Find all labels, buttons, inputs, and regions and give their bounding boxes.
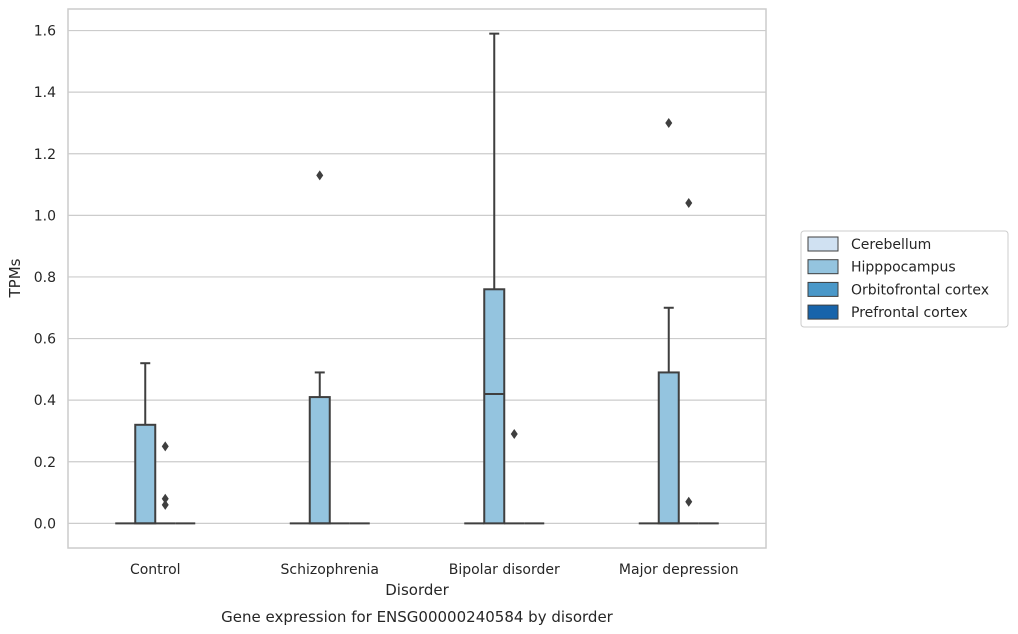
outlier-point (685, 496, 693, 507)
x-tick-label: Schizophrenia (281, 562, 379, 578)
outlier-point (161, 441, 169, 452)
y-tick-label: 1.2 (34, 147, 56, 163)
outlier-point (316, 170, 324, 181)
y-tick-label: 0.4 (34, 393, 56, 409)
outlier-point (665, 117, 673, 128)
box-group (657, 306, 680, 525)
outlier-points (161, 117, 693, 510)
chart-title: Gene expression for ENSG00000240584 by d… (221, 608, 614, 626)
legend-label: Cerebellum (851, 237, 931, 253)
x-axis-title: Disorder (385, 581, 449, 599)
outlier-point (161, 493, 169, 504)
legend-label: Hipppocampus (851, 260, 956, 276)
y-tick-label: 0.6 (34, 332, 56, 348)
legend: Cerebellum Hipppocampus Orbitofrontal cort… (800, 230, 1009, 328)
legend-swatch (807, 304, 839, 320)
x-axis-ticks: Control Schizophrenia Bipolar disorder Majo… (130, 562, 739, 578)
outlier-point (685, 198, 693, 209)
outlier-point (510, 429, 518, 440)
box-series (115, 32, 719, 525)
outlier-point (161, 499, 169, 510)
y-tick-label: 0.2 (34, 455, 56, 471)
y-tick-label: 0.0 (34, 516, 56, 532)
y-tick-label: 1.6 (34, 24, 56, 40)
box-rect (134, 423, 157, 525)
legend-frame (800, 230, 1009, 328)
box-group (483, 32, 506, 525)
y-axis-ticks: 0.0 0.2 0.4 0.6 0.8 1.0 1.2 1.4 1.6 (34, 24, 56, 533)
legend-swatch (807, 259, 839, 275)
x-tick-label: Major depression (619, 562, 739, 578)
x-tick-label: Bipolar disorder (449, 562, 560, 578)
box-rect (657, 371, 680, 525)
y-tick-label: 0.8 (34, 270, 56, 286)
box-group (308, 371, 331, 525)
grid-lines (68, 29, 766, 524)
y-tick-label: 1.0 (34, 208, 56, 224)
x-tick-label: Control (130, 562, 181, 578)
y-tick-label: 1.4 (34, 85, 56, 101)
legend-label: Prefrontal cortex (851, 305, 968, 321)
box-rect (308, 396, 331, 525)
legend-swatch (807, 236, 839, 252)
plot-frame (67, 8, 767, 549)
box-group (134, 362, 157, 525)
legend-label: Orbitofrontal cortex (851, 282, 989, 298)
box-rect (483, 288, 506, 525)
legend-swatch (807, 281, 839, 297)
y-axis-title: TPMs (6, 258, 24, 298)
